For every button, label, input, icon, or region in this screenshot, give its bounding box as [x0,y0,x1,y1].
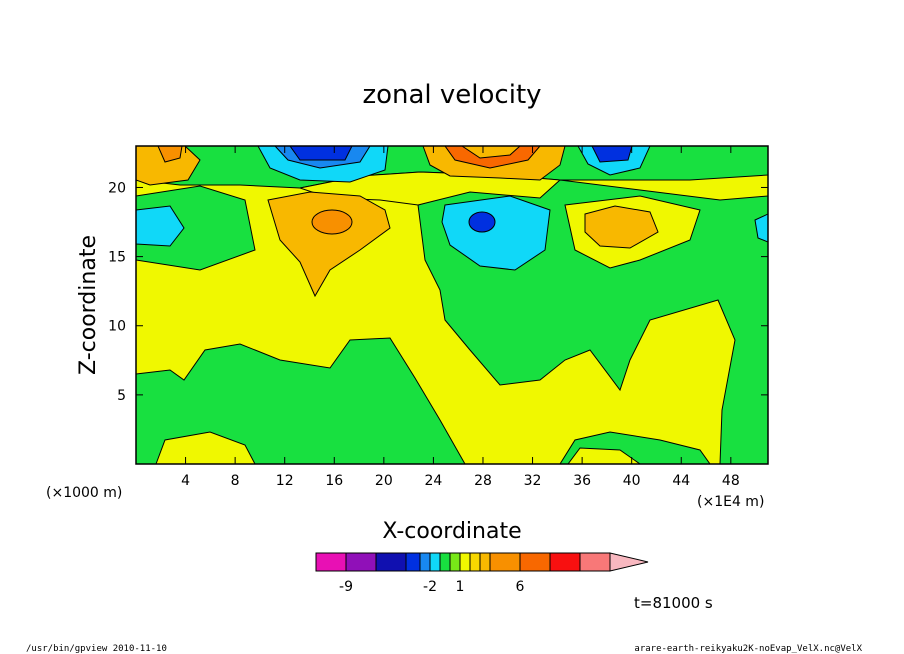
colorbar-bin [419,552,431,572]
colorbar-bin [519,552,551,572]
y-axis-ticks: 5 10 15 20 [108,180,768,404]
x-tick-label: 24 [424,473,442,489]
x-axis-label: X-coordinate [382,519,521,544]
contour-region [267,191,391,298]
x-tick-label: 44 [672,473,690,489]
y-tick-label: 5 [117,388,126,404]
contour-region [584,205,659,249]
x-tick-label: 36 [573,473,591,489]
x-unit-left: (×1000 m) [46,485,122,501]
chart-title: zonal velocity [362,80,541,110]
y-axis-label: Z-coordinate [76,235,101,375]
contour-region [468,211,496,233]
time-label: t=81000 s [634,594,713,612]
x-tick-label: 16 [325,473,343,489]
colorbar-bin [489,552,521,572]
contour-region [136,337,466,464]
y-tick-label: 10 [108,319,126,335]
contour-region [157,146,183,163]
x-tick-label: 20 [375,473,393,489]
colorbar-bin [449,552,461,572]
x-tick-label: 12 [276,473,294,489]
contour-region [441,195,551,271]
x-tick-label: 40 [623,473,641,489]
contour-region [311,209,353,235]
contour-region [461,146,521,159]
colorbar-tick-label: -2 [423,579,437,595]
x-tick-label: 28 [474,473,492,489]
colorbar-bin [345,552,377,572]
x-tick-label: 48 [722,473,740,489]
colorbar-bin [405,552,421,572]
colorbar-bin [375,552,407,572]
colorbar-bin [469,552,481,572]
footer-left: /usr/bin/gpview 2010-11-10 [26,644,167,654]
contour-region [136,205,185,247]
x-unit-right: (×1E4 m) [697,494,764,510]
colorbar: -9 -2 1 6 [315,552,649,595]
colorbar-bin [315,552,347,572]
contour-region [155,431,256,464]
y-tick-label: 15 [108,250,126,266]
contour-region [591,146,633,163]
colorbar-bin [429,552,441,572]
colorbar-tick-label: -9 [339,579,353,595]
contour-region [567,447,641,464]
plot-frame [135,145,769,465]
colorbar-bin [549,552,581,572]
x-tick-label: 32 [524,473,542,489]
colorbar-bin [579,552,611,572]
footer-right: arare-earth-reikyaku2K-noEvap_VelX.nc@Ve… [634,644,862,654]
x-axis-ticks: 4 8 12 16 20 24 28 32 36 40 44 48 [181,146,740,489]
x-tick-label: 4 [181,473,190,489]
contour-region [754,213,768,243]
colorbar-bin [439,552,451,572]
contour-region [136,146,201,186]
colorbar-bin [479,552,491,572]
colorbar-tick-label: 1 [456,579,465,595]
contour-region [289,146,353,161]
x-tick-label: 8 [231,473,240,489]
colorbar-extend-arrow [609,552,649,572]
colorbar-bin [459,552,471,572]
y-tick-label: 20 [108,180,126,196]
colorbar-tick-label: 6 [516,579,525,595]
